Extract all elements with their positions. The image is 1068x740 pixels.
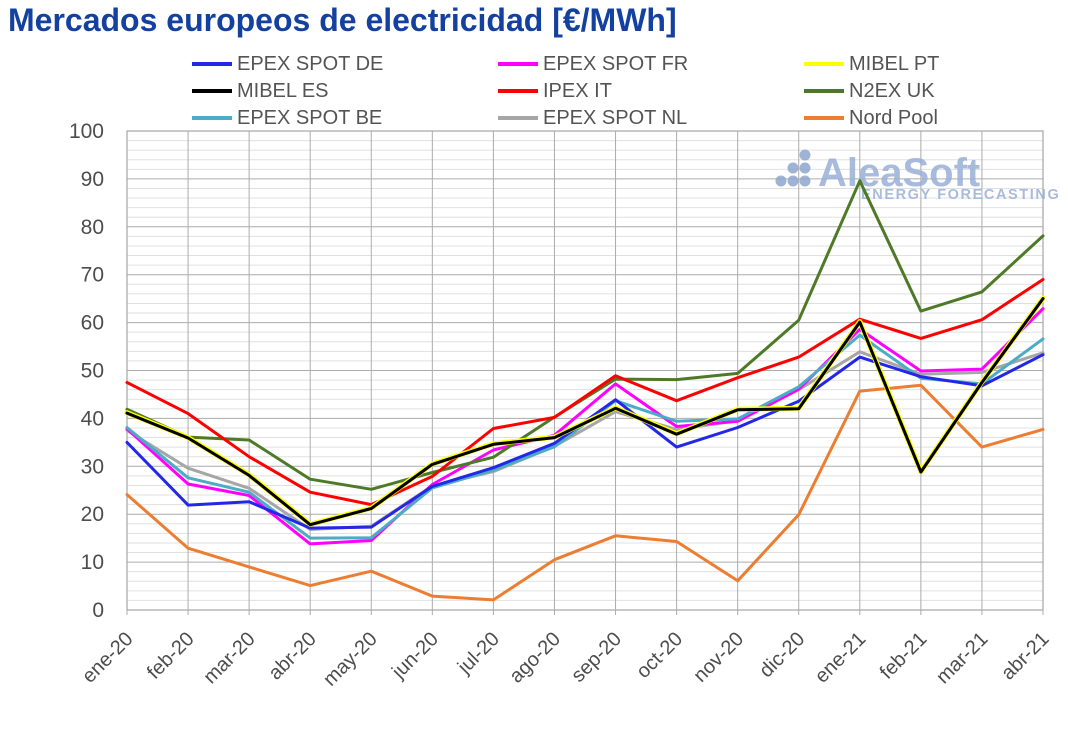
legend-swatch-nord-pool [804,116,844,120]
watermark-brand: AleaSoft [818,151,980,195]
legend-swatch-mibel-es [192,89,232,93]
legend-label: MIBEL PT [849,53,940,75]
svg-text:mar-20: mar-20 [199,628,259,688]
legend-label: N2EX UK [849,80,935,102]
svg-text:abr-20: abr-20 [264,628,320,684]
legend-label: EPEX SPOT FR [543,53,689,75]
legend-label: EPEX SPOT DE [237,53,384,75]
svg-text:jun-20: jun-20 [387,628,443,684]
series-line-epex-spot-fr [125,307,1045,546]
watermark-tagline: ENERGY FORECASTING [861,187,1060,203]
svg-text:sep-20: sep-20 [567,628,626,687]
svg-text:10: 10 [81,551,104,574]
svg-text:jul-20: jul-20 [453,628,504,679]
svg-text:may-20: may-20 [319,628,382,691]
svg-text:60: 60 [81,312,104,335]
svg-text:100: 100 [69,120,104,143]
series-line-ipex-it [125,278,1045,507]
svg-text:feb-21: feb-21 [876,628,932,684]
svg-text:dic-20: dic-20 [755,628,809,682]
chart-title: Mercados europeos de electricidad [€/MWh… [8,2,677,38]
svg-text:0: 0 [92,599,104,622]
legend-label: Nord Pool [849,107,938,129]
legend-item-nord-pool: Nord Pool [804,107,1068,129]
series-line-epex-spot-nl [125,350,1045,531]
legend-item-epex-spot-fr: EPEX SPOT FR [498,53,804,75]
series-line-nord-pool [125,383,1045,602]
svg-text:20: 20 [81,503,104,526]
legend-swatch-mibel-pt [804,62,844,66]
legend-label: EPEX SPOT BE [237,107,383,129]
svg-text:ago-20: ago-20 [505,628,565,688]
svg-text:80: 80 [81,216,104,239]
svg-text:oct-20: oct-20 [632,628,687,683]
svg-text:feb-20: feb-20 [143,628,199,684]
svg-text:30: 30 [81,455,104,478]
y-axis-labels: 0 10 20 30 40 50 60 70 80 90 100 [69,120,104,622]
legend-item-epex-spot-nl: EPEX SPOT NL [498,107,804,129]
legend-swatch-n2ex-uk [804,89,844,93]
svg-text:70: 70 [81,264,104,287]
legend-swatch-epex-spot-nl [498,116,538,120]
svg-text:40: 40 [81,407,104,430]
legend-item-n2ex-uk: N2EX UK [804,80,1068,102]
legend-swatch-epex-spot-fr [498,62,538,66]
legend-swatch-epex-spot-be [192,116,232,120]
svg-text:mar-21: mar-21 [932,628,992,688]
legend-item-epex-spot-de: EPEX SPOT DE [192,53,498,75]
legend-item-ipex-it: IPEX IT [498,80,804,102]
legend-swatch-ipex-it [498,89,538,93]
svg-text:abr-21: abr-21 [997,628,1053,684]
legend-swatch-epex-spot-de [192,62,232,66]
svg-text:nov-20: nov-20 [689,628,748,687]
chart-legend: EPEX SPOT DE EPEX SPOT FR MIBEL PT MIBEL ES… [192,53,1068,129]
svg-text:90: 90 [81,168,104,191]
legend-item-mibel-pt: MIBEL PT [804,53,1068,75]
legend-item-epex-spot-be: EPEX SPOT BE [192,107,498,129]
svg-text:ene-21: ene-21 [811,628,871,688]
legend-label: EPEX SPOT NL [543,107,688,129]
legend-label: IPEX IT [543,80,612,102]
legend-label: MIBEL ES [237,80,329,102]
svg-text:ene-20: ene-20 [78,628,138,688]
svg-text:50: 50 [81,360,104,383]
legend-item-mibel-es: MIBEL ES [192,80,498,102]
series-line-mibel-es [125,297,1045,527]
